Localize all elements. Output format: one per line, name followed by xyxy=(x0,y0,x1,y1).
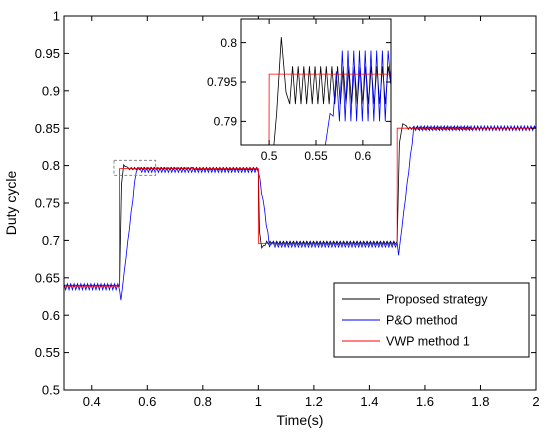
main-series-p-o-method xyxy=(64,124,536,301)
main-x-tick-label: 0.6 xyxy=(138,394,156,409)
inset-y-tick-label: 0.79 xyxy=(214,115,238,129)
main-y-tick-label: 0.9 xyxy=(42,83,60,98)
y-axis-label: Duty cycle xyxy=(3,171,19,236)
main-y-tick-label: 0.6 xyxy=(42,308,60,323)
main-y-tick-label: 0.65 xyxy=(35,270,60,285)
main-y-tick-label: 0.7 xyxy=(42,233,60,248)
inset-series-p-o-method xyxy=(324,50,391,145)
inset-x-tick-label: 0.5 xyxy=(261,149,278,163)
inset-plot-area: 0.5 0.55 0.6 0.79 0.795 0.8 xyxy=(207,18,392,163)
main-x-tick-label: 1.2 xyxy=(305,394,323,409)
main-x-tick-label: 1.8 xyxy=(471,394,489,409)
inset-y-tick-label: 0.8 xyxy=(220,36,237,50)
zoom-region-box xyxy=(113,159,157,176)
legend-label-p-o-method: P&O method xyxy=(386,314,458,328)
main-series-vwp-method-1 xyxy=(64,127,536,288)
inset-y-tick-label: 0.795 xyxy=(207,75,237,89)
main-x-tick-label: 1.6 xyxy=(416,394,434,409)
inset-x-tick-label: 0.55 xyxy=(304,149,328,163)
main-y-tick-label: 0.95 xyxy=(35,46,60,61)
main-x-tick-label: 1 xyxy=(255,394,262,409)
inset-axes-frame xyxy=(240,18,392,146)
main-y-tick-label: 0.75 xyxy=(35,196,60,211)
main-x-tick-label: 0.4 xyxy=(83,394,101,409)
main-x-tick-label: 0.8 xyxy=(194,394,212,409)
main-y-tick-label: 0.5 xyxy=(42,383,60,398)
legend-label-vwp-method-1: VWP method 1 xyxy=(386,335,470,349)
main-y-tick-label: 1 xyxy=(53,9,60,24)
main-y-tick-label: 0.55 xyxy=(35,345,60,360)
inset-series-proposed-strategy xyxy=(273,37,391,145)
main-x-tick-label: 1.4 xyxy=(360,394,378,409)
inset-x-tick-label: 0.6 xyxy=(355,149,372,163)
main-x-tick-label: 2 xyxy=(532,394,539,409)
legend-label-proposed-strategy: Proposed strategy xyxy=(386,293,488,307)
main-y-tick-label: 0.85 xyxy=(35,121,60,136)
main-axes-frame xyxy=(63,15,537,391)
inset-series-vwp-method-1 xyxy=(268,73,391,145)
legend: Proposed strategy P&O method VWP method 1 xyxy=(333,282,530,358)
main-y-tick-label: 0.8 xyxy=(42,158,60,173)
x-axis-label: Time(s) xyxy=(277,412,324,428)
